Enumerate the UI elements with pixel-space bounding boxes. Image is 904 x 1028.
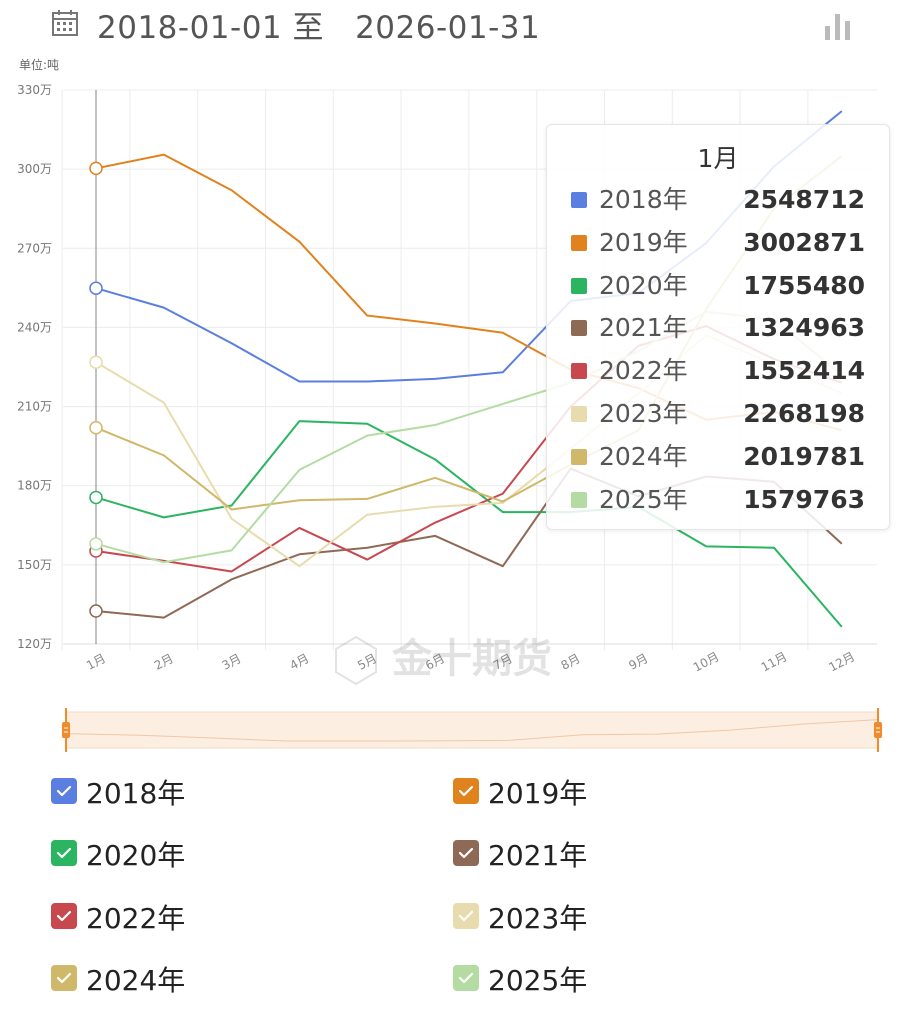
legend-label: 2020年	[86, 839, 186, 873]
checkbox-checked-icon[interactable]	[51, 840, 77, 867]
tooltip-series-name: 2025年	[599, 484, 688, 514]
tooltip-swatch	[571, 234, 587, 251]
x-tick-label: 2月	[152, 651, 176, 673]
data-point-2018年	[89, 281, 103, 295]
data-zoom-preview	[65, 719, 879, 742]
y-tick-label: 180万	[17, 479, 52, 493]
tooltip-row: 2025年 1579763	[547, 483, 889, 517]
tooltip-value: 2548712	[743, 185, 865, 214]
x-tick-label: 1月	[84, 651, 108, 673]
legend-label: 2019年	[488, 777, 588, 810]
legend-item-2025年[interactable]: 2025年	[453, 959, 753, 999]
y-tick-label: 300万	[17, 162, 52, 176]
legend-label: 2018年	[86, 777, 186, 810]
tooltip-value: 1552414	[743, 356, 865, 386]
chart-tooltip: 1月 2018年 2548712 2019年 3002871 2020年 1755480 2…	[546, 124, 890, 530]
date-range-display[interactable]: 2018-01-01 至 2026-01-31	[97, 10, 541, 46]
series-line-2020年	[95, 420, 843, 628]
legend-label: 2024年	[86, 963, 186, 997]
data-point-2024年	[89, 420, 103, 435]
y-tick-label: 150万	[17, 558, 52, 572]
checkbox-checked-icon[interactable]	[51, 778, 77, 804]
checkbox-checked-icon[interactable]	[51, 902, 77, 929]
x-tick-label: 12月	[826, 649, 857, 674]
legend-item-2020年[interactable]: 2020年	[51, 834, 351, 874]
data-point-2023年	[89, 355, 103, 369]
tooltip-series-name: 2018年	[599, 185, 688, 214]
data-point-2019年	[89, 161, 103, 176]
tooltip-swatch	[571, 491, 587, 508]
legend-item-2019年[interactable]: 2019年	[453, 772, 753, 812]
tooltip-row: 2018年 2548712	[547, 183, 889, 217]
data-point-2020年	[89, 490, 103, 505]
watermark-logo-icon	[335, 635, 377, 686]
tooltip-swatch	[571, 448, 587, 465]
watermark-text: 金十期货	[391, 636, 552, 682]
tooltip-value: 1755480	[743, 270, 865, 300]
tooltip-title: 1月	[697, 144, 739, 173]
tooltip-row: 2019年 3002871	[547, 226, 889, 260]
x-tick-label: 9月	[626, 651, 650, 673]
tooltip-value: 1324963	[743, 313, 865, 343]
data-zoom-handle-end[interactable]	[874, 708, 882, 752]
tooltip-series-name: 2022年	[599, 356, 688, 386]
chart-legend: 2018年 2019年 2020年 2021年 2022年 2023年 2024年 2025年	[0, 770, 904, 1028]
data-point-2021年	[89, 604, 103, 618]
y-tick-label: 240万	[17, 320, 52, 334]
checkbox-checked-icon[interactable]	[453, 902, 479, 929]
tooltip-value: 2019781	[743, 441, 865, 471]
checkbox-checked-icon[interactable]	[51, 964, 77, 991]
x-tick-label: 3月	[220, 651, 244, 673]
data-point-2025年	[89, 537, 103, 551]
tooltip-series-name: 2023年	[599, 399, 688, 428]
tooltip-swatch	[571, 192, 587, 208]
legend-label: 2025年	[488, 963, 588, 997]
tooltip-row: 2022年 1552414	[547, 354, 889, 388]
tooltip-row: 2020年 1755480	[547, 269, 889, 303]
calendar-icon[interactable]	[51, 9, 79, 37]
tooltip-swatch	[571, 277, 587, 294]
data-zoom-track	[65, 711, 879, 749]
bar-chart-icon[interactable]	[823, 10, 853, 42]
y-tick-label: 120万	[17, 637, 52, 651]
y-tick-label: 270万	[17, 241, 52, 255]
checkbox-checked-icon[interactable]	[453, 964, 479, 991]
tooltip-series-name: 2024年	[599, 441, 688, 471]
legend-item-2022年[interactable]: 2022年	[51, 897, 351, 937]
tooltip-series-name: 2020年	[599, 270, 688, 300]
y-tick-label: 210万	[17, 400, 52, 414]
x-tick-label: 10月	[691, 649, 722, 674]
tooltip-value: 1579763	[743, 484, 865, 514]
checkbox-checked-icon[interactable]	[453, 840, 479, 867]
y-axis-unit-label: 单位:吨	[19, 57, 59, 72]
y-tick-label: 330万	[17, 83, 52, 97]
checkbox-checked-icon[interactable]	[453, 778, 479, 804]
legend-label: 2022年	[86, 901, 186, 935]
tooltip-row: 2024年 2019781	[547, 440, 889, 474]
tooltip-swatch	[571, 320, 587, 337]
legend-item-2018年[interactable]: 2018年	[51, 772, 351, 812]
tooltip-series-name: 2021年	[599, 313, 688, 343]
legend-label: 2021年	[488, 839, 588, 873]
x-tick-label: 11月	[759, 649, 790, 674]
legend-item-2023年[interactable]: 2023年	[453, 897, 753, 937]
watermark: 金十期货	[335, 635, 552, 686]
chart-header: 2018-01-01 至 2026-01-31	[0, 0, 904, 50]
tooltip-swatch	[571, 363, 587, 380]
tooltip-row: 2021年 1324963	[547, 311, 889, 345]
handle-grip	[874, 722, 882, 738]
tooltip-swatch	[571, 406, 587, 422]
tooltip-row: 2023年 2268198	[547, 397, 889, 431]
tooltip-series-name: 2019年	[599, 227, 688, 257]
legend-item-2021年[interactable]: 2021年	[453, 834, 753, 874]
handle-grip	[62, 722, 70, 738]
legend-item-2024年[interactable]: 2024年	[51, 959, 351, 999]
legend-label: 2023年	[488, 901, 588, 935]
tooltip-value: 2268198	[743, 399, 865, 428]
x-tick-label: 4月	[287, 651, 311, 673]
tooltip-value: 3002871	[743, 227, 865, 257]
x-tick-label: 8月	[559, 651, 583, 673]
data-zoom-handle-start[interactable]	[62, 708, 70, 752]
